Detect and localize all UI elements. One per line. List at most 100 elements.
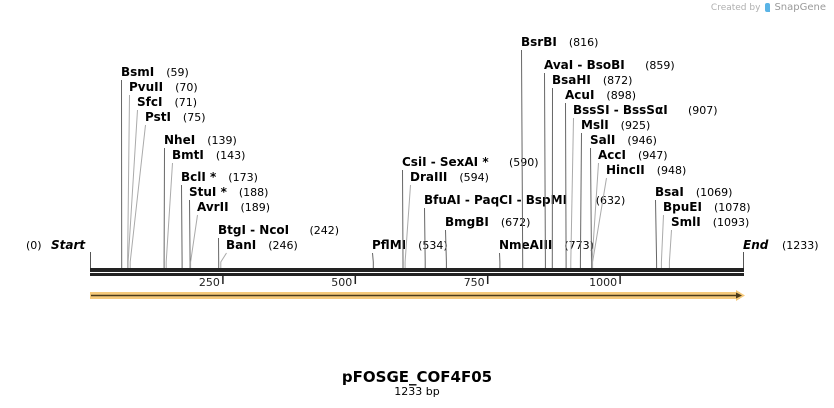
restriction-site[interactable]: DraIII (594) (404, 170, 489, 268)
site-connector (660, 214, 664, 268)
site-name[interactable]: DraIII (410, 170, 447, 184)
site-position: (1069) (696, 186, 733, 199)
tick-label: 250 (199, 276, 220, 289)
restriction-site[interactable]: SalI (946) (590, 133, 657, 268)
site-name[interactable]: SfcI (137, 95, 162, 109)
site-name[interactable]: NmeAIII (499, 238, 552, 252)
restriction-site[interactable]: BanI (246) (220, 238, 298, 268)
restriction-site[interactable]: BssSI - BssSαI (907) (570, 103, 718, 268)
site-position: (946) (627, 134, 657, 147)
site-name[interactable]: BssSI - BssSαI (573, 103, 668, 117)
site-connector (127, 94, 130, 268)
site-name[interactable]: BmgBI (445, 215, 489, 229)
site-name[interactable]: BsrBI (521, 35, 557, 49)
site-position: (189) (241, 201, 271, 214)
site-name[interactable]: PflMI (372, 238, 406, 252)
site-connector (521, 49, 524, 268)
restriction-site[interactable]: BsaI (1069) (655, 185, 732, 268)
site-name[interactable]: BpuEI (663, 200, 702, 214)
snapgene-logo-icon (765, 3, 771, 12)
restriction-site[interactable]: AcuI (898) (565, 88, 636, 268)
site-position: (872) (603, 74, 633, 87)
restriction-site[interactable]: BsrBI (816) (521, 35, 598, 268)
site-name[interactable]: BsaI (655, 185, 684, 199)
site-name[interactable]: BsmI (121, 65, 154, 79)
site-name[interactable]: BsaHI (552, 73, 591, 87)
site-connector (190, 214, 198, 268)
end-label[interactable]: End (743, 238, 769, 252)
site-connector (129, 124, 146, 268)
site-position: (70) (175, 81, 198, 94)
site-connector (570, 117, 574, 268)
site-name[interactable]: MslI (581, 118, 609, 132)
tick-label: 1000 (589, 276, 617, 289)
site-name[interactable]: BclI * (181, 170, 217, 184)
restriction-site[interactable]: AccI (947) (591, 148, 668, 268)
site-position: (590) (509, 156, 539, 169)
site-name[interactable]: AccI (598, 148, 626, 162)
site-position: (594) (459, 171, 489, 184)
restriction-site[interactable]: BmgBI (672) (445, 215, 530, 268)
site-name[interactable]: HincII (606, 163, 645, 177)
site-position: (907) (688, 104, 718, 117)
site-name[interactable]: AvrII (197, 200, 229, 214)
restriction-site[interactable]: BpuEI (1078) (660, 200, 751, 268)
site-position: (188) (239, 186, 269, 199)
restriction-site[interactable]: BsaHI (872) (551, 73, 633, 268)
site-name[interactable]: NheI (164, 133, 195, 147)
site-connector (424, 207, 426, 268)
site-name[interactable]: BtgI - NcoI (218, 223, 289, 237)
site-connector (127, 109, 138, 268)
site-position: (672) (501, 216, 531, 229)
site-position: (242) (309, 224, 339, 237)
restriction-site[interactable]: BsmI (59) (121, 65, 189, 268)
site-connector (404, 184, 411, 268)
site-position: (632) (596, 194, 626, 207)
tick-label: 750 (464, 276, 485, 289)
restriction-site[interactable]: BclI * (173) (181, 170, 258, 268)
site-connector (544, 72, 546, 268)
site-name[interactable]: SalI (590, 133, 615, 147)
site-name[interactable]: BmtI (172, 148, 204, 162)
restriction-site[interactable]: AvaI - BsoBI (859) (544, 58, 675, 268)
restriction-site[interactable]: BfuAI - PaqCI - BspMI (632) (424, 193, 625, 268)
site-connector (565, 102, 567, 268)
restriction-site[interactable]: AvrII (189) (190, 200, 271, 268)
restriction-site[interactable]: BtgI - NcoI (242) (218, 223, 339, 268)
credit-brand: SnapGene (774, 2, 826, 13)
site-connector (445, 229, 447, 268)
site-name[interactable]: BfuAI - PaqCI - BspMI (424, 193, 567, 207)
site-position: (948) (657, 164, 687, 177)
site-name[interactable]: CsiI - SexAI * (402, 155, 489, 169)
site-connector (181, 184, 183, 268)
restriction-site[interactable]: BmtI (143) (165, 148, 245, 268)
restriction-site[interactable]: PstI (75) (129, 110, 206, 268)
site-name[interactable]: PstI (145, 110, 171, 124)
site-connector (189, 199, 191, 268)
restriction-site[interactable]: CsiI - SexAI * (590) (402, 155, 539, 268)
credit-prefix: Created by (710, 2, 761, 13)
site-name[interactable]: BanI (226, 238, 256, 252)
map-length: 1233 bp (394, 385, 440, 398)
restriction-site[interactable]: NheI (139) (163, 133, 237, 268)
site-position: (947) (638, 149, 668, 162)
restriction-site[interactable]: PvuII (70) (127, 80, 198, 268)
restriction-site[interactable]: NmeAIII (773) (499, 238, 594, 268)
restriction-site[interactable]: HincII (948) (592, 163, 687, 268)
site-connector (372, 252, 374, 268)
start-label[interactable]: Start (51, 238, 86, 252)
site-name[interactable]: StuI * (189, 185, 228, 199)
restriction-site[interactable]: MslI (925) (579, 118, 650, 268)
site-name[interactable]: AvaI - BsoBI (544, 58, 625, 72)
restriction-site[interactable]: StuI * (188) (189, 185, 268, 268)
restriction-site[interactable]: SmlI (1093) (668, 215, 749, 268)
backbone-top-strand (90, 268, 744, 272)
site-name[interactable]: PvuII (129, 80, 163, 94)
restriction-site[interactable]: SfcI (71) (127, 95, 197, 268)
end-position: (1233) (782, 239, 819, 252)
site-name[interactable]: AcuI (565, 88, 594, 102)
feature-arrow[interactable] (90, 290, 745, 301)
restriction-site[interactable]: PflMI (534) (372, 238, 448, 268)
site-name[interactable]: SmlI (671, 215, 701, 229)
